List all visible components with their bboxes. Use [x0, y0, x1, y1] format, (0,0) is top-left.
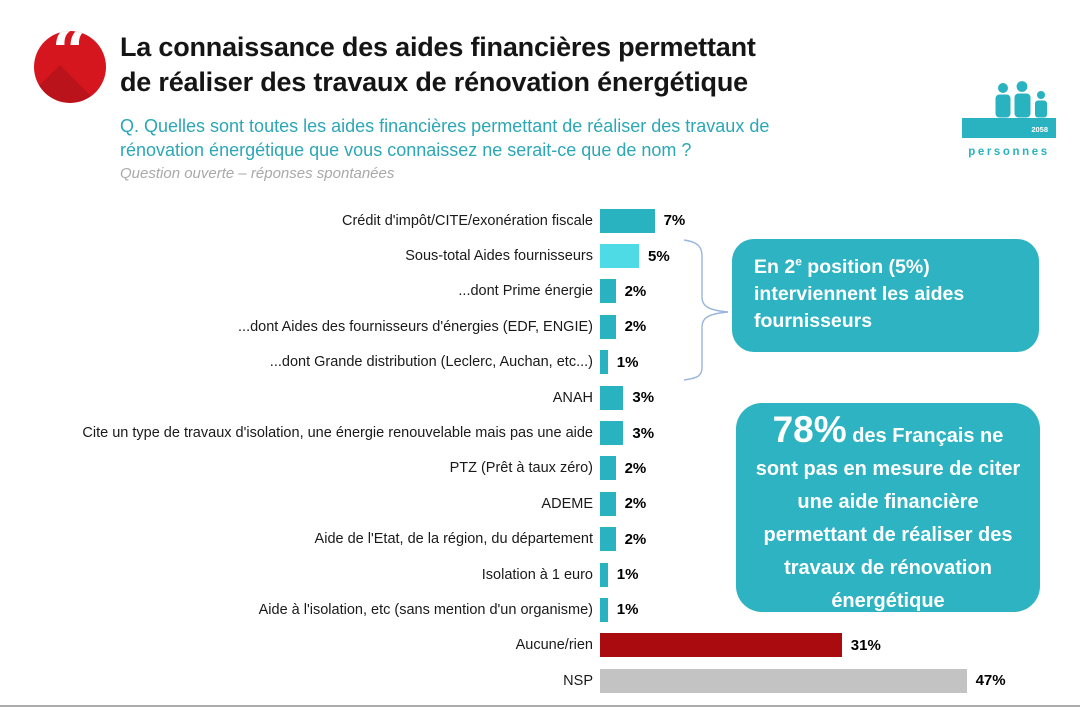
bar-row: Isolation à 1 euro 1%: [0, 557, 1080, 592]
bar-row: Crédit d'impôt/CITE/exonération fiscale 7…: [0, 203, 1080, 238]
bar: [600, 633, 842, 658]
bar-chart: Crédit d'impôt/CITE/exonération fiscale 7…: [0, 203, 1080, 698]
bar-row: Cite un type de travaux d'isolation, une…: [0, 415, 1080, 450]
callout-78-highlight: 78%: [772, 409, 847, 450]
bar: [600, 456, 616, 481]
bar: [600, 562, 608, 587]
bar-row: ...dont Prime énergie 2%: [0, 274, 1080, 309]
bar: [600, 421, 624, 446]
bar-value: 3%: [632, 424, 655, 442]
bar-row: ANAH 3%: [0, 380, 1080, 415]
bar-row: Aide de l'Etat, de la région, du départe…: [0, 522, 1080, 557]
callout-78-percent: 78% des Français ne sont pas en mesure d…: [736, 403, 1040, 612]
survey-question-line2: rénovation énergétique que vous connaiss…: [120, 140, 692, 160]
bar-row: ...dont Aides des fournisseurs d'énergie…: [0, 309, 1080, 344]
bar: [600, 350, 608, 375]
bar-label: NSP: [563, 672, 593, 689]
bar-value: 3%: [632, 389, 655, 407]
bar: [600, 279, 616, 304]
bar: [600, 597, 608, 622]
sample-size-logo: 2058 personnes: [958, 80, 1062, 162]
bar: [600, 385, 624, 410]
bar-label: ANAH: [552, 389, 593, 406]
bar-row: ...dont Grande distribution (Leclerc, Au…: [0, 345, 1080, 380]
bar-value: 1%: [616, 353, 639, 371]
bar-value: 2%: [624, 459, 647, 477]
bar: [600, 314, 616, 339]
bar: [600, 491, 616, 516]
callout-supplier-text-before: En 2: [754, 256, 796, 278]
bar-value: 2%: [624, 282, 647, 300]
bar-row: NSP 47%: [0, 663, 1080, 698]
survey-note: Question ouverte – réponses spontanées: [120, 165, 395, 182]
page-title: La connaissance des aides financières pe…: [120, 30, 910, 100]
bar-value: 31%: [850, 636, 881, 654]
bar: [600, 244, 639, 269]
callout-78-text: des Français ne sont pas en mesure de ci…: [755, 425, 1021, 612]
page-title-line1: La connaissance des aides financières pe…: [120, 32, 756, 62]
bar-value: 2%: [624, 495, 647, 513]
bar-row: Sous-total Aides fournisseurs 5%: [0, 238, 1080, 273]
page-title-line2: de réaliser des travaux de rénovation én…: [120, 67, 748, 97]
brace-connector-icon: [683, 239, 729, 381]
bar-label: Sous-total Aides fournisseurs: [405, 248, 593, 265]
bar-value: 1%: [616, 566, 639, 584]
bar-value: 1%: [616, 601, 639, 619]
sample-size-count: 2058: [1031, 125, 1048, 134]
bar-row: ADEME 2%: [0, 486, 1080, 521]
bar: [600, 527, 616, 552]
bar-value: 2%: [624, 530, 647, 548]
bar: [600, 668, 967, 693]
bar-value: 5%: [648, 247, 670, 265]
callout-supplier-text-after: position (5%) interviennent les aides fo…: [754, 256, 965, 332]
callout-supplier-aids: En 2e position (5%) interviennent les ai…: [732, 239, 1039, 352]
footer-divider: [0, 705, 1080, 707]
bar-label: ...dont Aides des fournisseurs d'énergie…: [238, 318, 593, 335]
bar-label: Cite un type de travaux d'isolation, une…: [82, 425, 593, 442]
bar-row: Aucune/rien 31%: [0, 628, 1080, 663]
bar-value: 7%: [663, 212, 686, 230]
quote-icon: “: [51, 31, 89, 90]
bar: [600, 208, 655, 233]
quote-badge: “: [34, 31, 106, 103]
bar-row: Aide à l'isolation, etc (sans mention d'…: [0, 592, 1080, 627]
people-icon: 2058 personnes: [962, 81, 1056, 158]
survey-question: Q. Quelles sont toutes les aides financi…: [120, 114, 920, 162]
bar-label: PTZ (Prêt à taux zéro): [449, 460, 593, 477]
bar-value: 2%: [624, 318, 647, 336]
bar-label: Aucune/rien: [515, 637, 593, 654]
callout-supplier-superscript: e: [795, 254, 802, 269]
bar-label: ...dont Prime énergie: [458, 283, 593, 300]
survey-question-line1: Q. Quelles sont toutes les aides financi…: [120, 116, 770, 136]
bar-label: Aide à l'isolation, etc (sans mention d'…: [258, 601, 593, 618]
sample-size-label: personnes: [968, 146, 1050, 158]
bar-label: Aide de l'Etat, de la région, du départe…: [314, 531, 593, 548]
bar-value: 47%: [975, 672, 1006, 690]
bar-label: ADEME: [541, 495, 593, 512]
bar-row: PTZ (Prêt à taux zéro) 2%: [0, 451, 1080, 486]
bar-label: Crédit d'impôt/CITE/exonération fiscale: [342, 212, 593, 229]
bar-label: ...dont Grande distribution (Leclerc, Au…: [269, 354, 593, 371]
bar-label: Isolation à 1 euro: [481, 566, 593, 583]
